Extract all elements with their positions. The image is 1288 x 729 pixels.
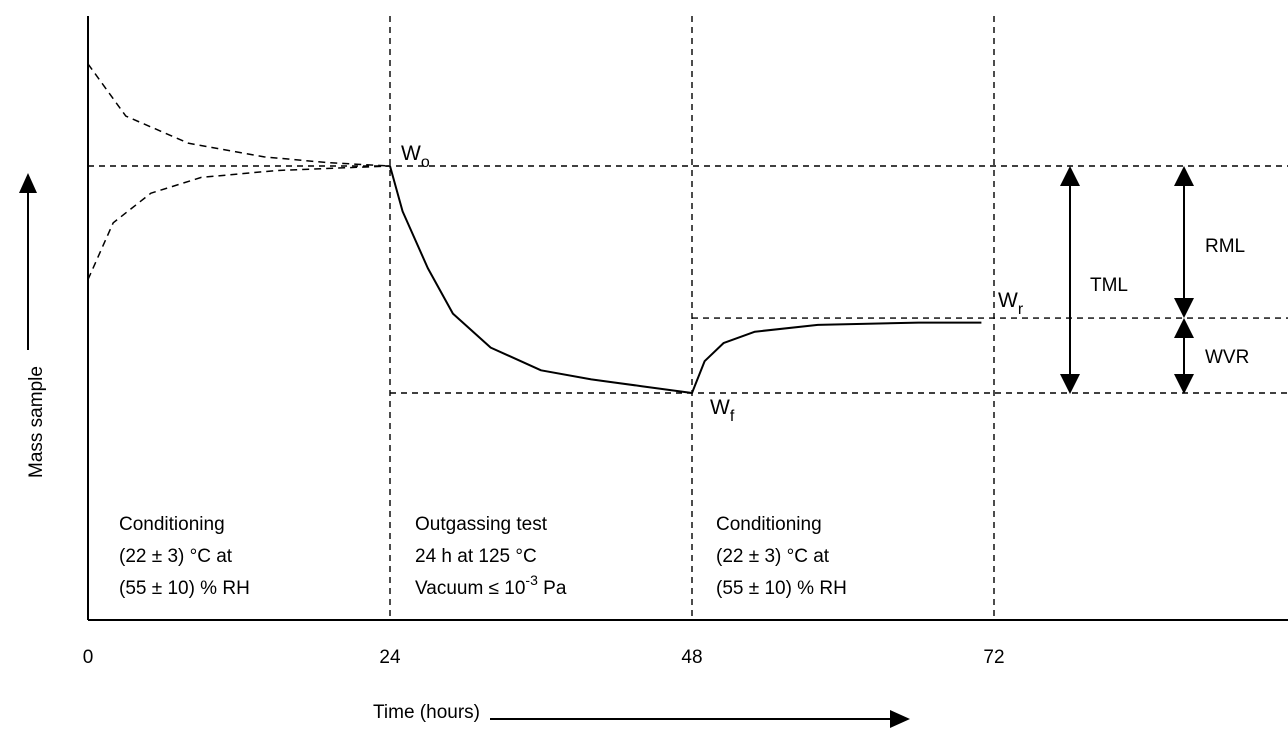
svg-text:Wo: Wo <box>401 142 430 171</box>
series-layer <box>87 63 982 394</box>
phase2-text: Outgassing test 24 h at 125 °C Vacuum ≤ … <box>415 514 567 599</box>
x-tick-label: 72 <box>983 647 1004 668</box>
x-axis-arrow <box>490 710 910 728</box>
series-line-2 <box>87 165 391 280</box>
reference-lines <box>88 16 1288 620</box>
x-tick-label: 0 <box>83 647 94 668</box>
wvr-arrow <box>1174 318 1194 394</box>
series-line-1 <box>87 63 391 167</box>
rml-label: RML <box>1205 236 1245 257</box>
y-axis-arrow <box>19 173 37 350</box>
point-label-wr: Wr <box>998 289 1024 318</box>
rml-arrow <box>1174 166 1194 318</box>
tml-label: TML <box>1090 275 1128 296</box>
x-tick-label: 24 <box>379 647 401 668</box>
point-label-wf: Wf <box>710 396 735 425</box>
svg-text:Wr: Wr <box>998 289 1024 318</box>
phase3-text: Conditioning (22 ± 3) °C at (55 ± 10) % … <box>716 514 847 599</box>
phase1-text: Conditioning (22 ± 3) °C at (55 ± 10) % … <box>119 514 250 599</box>
y-axis-label: Mass sample <box>26 366 47 478</box>
wvr-label: WVR <box>1205 347 1249 368</box>
series-line-3 <box>389 165 693 394</box>
tml-arrow <box>1060 166 1080 394</box>
svg-text:Wf: Wf <box>710 396 735 425</box>
x-tick-labels: 0 24 48 72 <box>83 647 1005 668</box>
series-line-4 <box>691 321 982 394</box>
x-axis-label: Time (hours) <box>373 702 480 723</box>
point-label-w0: Wo <box>401 142 430 171</box>
x-tick-label: 48 <box>681 647 702 668</box>
